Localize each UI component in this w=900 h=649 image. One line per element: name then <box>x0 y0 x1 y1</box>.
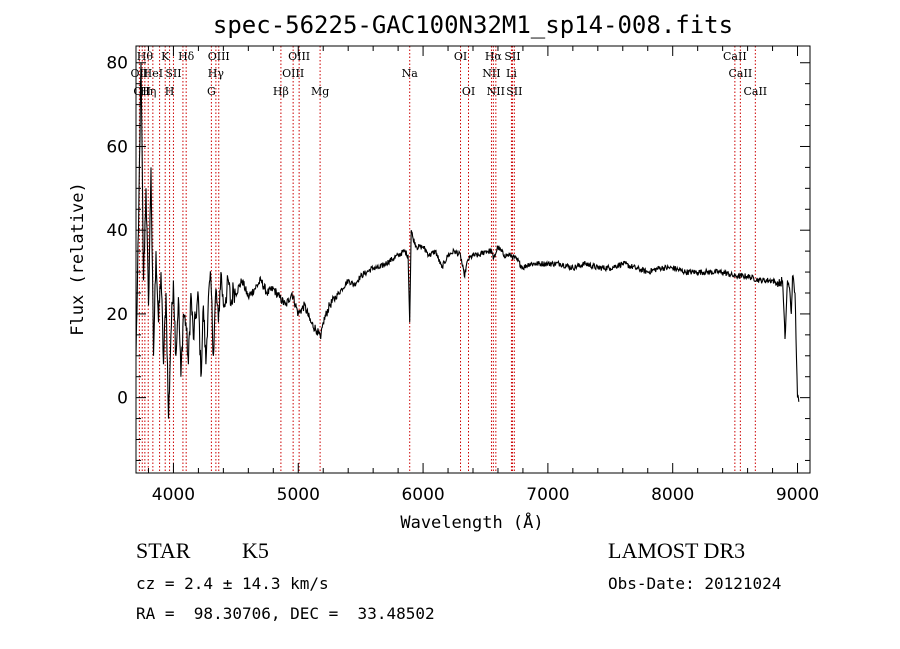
reference-line-labels: OII OII Hθ Hη HeI K H SII Hδ G Hγ OIII Hβ OIII OIII Mg N… <box>131 50 768 98</box>
y-tick-label: 20 <box>106 305 128 325</box>
y-tick-label: 0 <box>117 389 128 409</box>
y-tick-label: 60 <box>106 137 128 157</box>
plot-frame <box>135 45 811 474</box>
reference-line-label: H <box>165 85 175 98</box>
x-tick-label: 8000 <box>651 485 694 505</box>
y-tick-label: 40 <box>106 221 128 241</box>
reference-line-label: Hδ <box>178 50 195 63</box>
reference-line-label: SII <box>504 50 520 63</box>
y-tick-label: 80 <box>106 54 128 74</box>
spectrum-line <box>135 62 800 419</box>
x-tick-label: 5000 <box>277 485 320 505</box>
reference-line-label: OII <box>133 85 151 98</box>
x-tick-label: 9000 <box>776 485 819 505</box>
reference-line-label: OIII <box>208 50 230 63</box>
reference-line-label: CaII <box>743 85 767 98</box>
y-axis-ticks: 0 20 40 60 80 <box>106 54 810 461</box>
x-tick-label: 7000 <box>526 485 569 505</box>
reference-line-label: Li <box>506 67 517 80</box>
reference-line-label: SII <box>165 67 181 80</box>
reference-line-label: K <box>161 50 170 63</box>
reference-line-label: Hβ <box>273 85 289 98</box>
spectral-subclass: K5 <box>242 538 269 563</box>
reference-line-label: Hθ <box>137 50 154 63</box>
x-axis-label: Wavelength (Å) <box>400 511 543 533</box>
reference-lines <box>138 46 756 473</box>
reference-line-label: SII <box>506 85 522 98</box>
x-tick-label: 4000 <box>152 485 195 505</box>
reference-line-label: Na <box>402 67 419 80</box>
object-type: STAR <box>136 538 191 563</box>
reference-line-label: CaII <box>729 67 753 80</box>
reference-line-label: OI <box>462 85 475 98</box>
reference-line-label: Mg <box>311 85 329 98</box>
reference-line-label: OIII <box>288 50 310 63</box>
y-axis-label: Flux (relative) <box>68 182 88 336</box>
reference-line-label: NII <box>482 67 500 80</box>
reference-line-label: OIII <box>282 67 304 80</box>
chart-title: spec-56225-GAC100N32M1_sp14-008.fits <box>213 11 733 39</box>
reference-line-label: OII <box>131 67 149 80</box>
survey-name: LAMOST DR3 <box>608 538 746 563</box>
x-tick-label: 6000 <box>401 485 444 505</box>
reference-line-label: OI <box>454 50 467 63</box>
reference-line-label: Hα <box>485 50 503 63</box>
observation-date: Obs-Date: 20121024 <box>608 574 782 593</box>
reference-line-label: Hγ <box>208 67 225 80</box>
redshift-value: cz = 2.4 ± 14.3 km/s <box>136 574 329 593</box>
reference-line-label: CaII <box>723 50 747 63</box>
reference-line-label: NII <box>487 85 505 98</box>
coordinates: RA = 98.30706, DEC = 33.48502 <box>136 604 435 623</box>
reference-line-label: HeI <box>143 67 163 80</box>
reference-line-label: G <box>207 85 216 98</box>
reference-line-label: Hη <box>140 85 156 98</box>
x-axis-ticks: 4000 5000 6000 7000 8000 9000 <box>147 46 819 505</box>
